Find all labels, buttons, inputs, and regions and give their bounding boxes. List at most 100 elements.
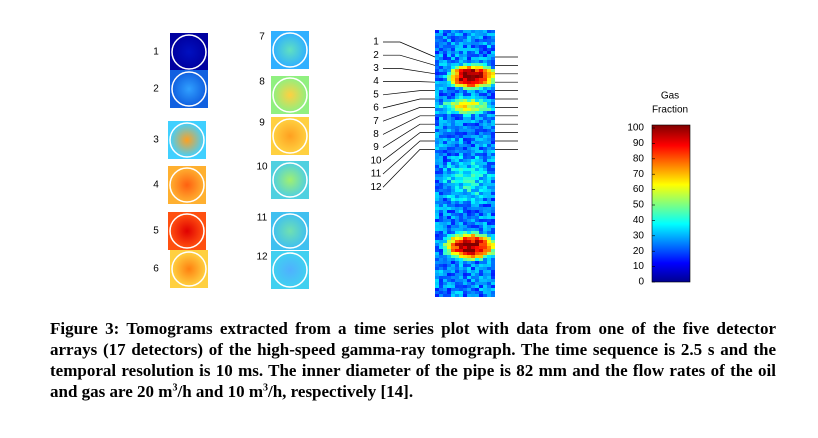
strip-cell (447, 258, 451, 261)
strip-cell (435, 273, 439, 276)
strip-cell (475, 258, 479, 261)
strip-cell (479, 75, 483, 78)
strip-cell (463, 279, 467, 282)
strip-cell (439, 99, 443, 102)
strip-cell (471, 261, 475, 264)
strip-cell (447, 78, 451, 81)
strip-cell (443, 66, 447, 69)
strip-cell (435, 51, 439, 54)
strip-cell (471, 246, 475, 249)
strip-cell (439, 165, 443, 168)
strip-cell (455, 147, 459, 150)
strip-cell (483, 99, 487, 102)
strip-cell (491, 282, 495, 285)
strip-cell (463, 207, 467, 210)
strip-cell (463, 180, 467, 183)
strip-cell (435, 189, 439, 192)
strip-cell (463, 36, 467, 39)
strip-cell (435, 96, 439, 99)
strip-cell (471, 195, 475, 198)
strip-cell (467, 141, 471, 144)
strip-cell (451, 228, 455, 231)
strip-cell (451, 258, 455, 261)
strip-cell (463, 45, 467, 48)
strip-cell (487, 162, 491, 165)
strip-cell (459, 195, 463, 198)
strip-cell (451, 36, 455, 39)
strip-cell (451, 198, 455, 201)
strip-cell (491, 228, 495, 231)
strip-cell (447, 30, 451, 33)
strip-cell (467, 165, 471, 168)
strip-cell (455, 180, 459, 183)
strip-cell (455, 72, 459, 75)
strip-cell (463, 126, 467, 129)
strip-cell (459, 276, 463, 279)
strip-cell (435, 39, 439, 42)
strip-cell (443, 99, 447, 102)
strip-cell (491, 153, 495, 156)
strip-cell (447, 249, 451, 252)
strip-cell (459, 294, 463, 297)
strip-cell (463, 198, 467, 201)
strip-cell (475, 144, 479, 147)
strip-cell (463, 42, 467, 45)
strip-cell (451, 288, 455, 291)
strip-cell (479, 135, 483, 138)
strip-cell (483, 147, 487, 150)
strip-cell (459, 210, 463, 213)
strip-cell (483, 186, 487, 189)
strip-cell (459, 219, 463, 222)
strip-cell (455, 219, 459, 222)
strip-cell (463, 153, 467, 156)
strip-cell (463, 117, 467, 120)
strip-cell (455, 276, 459, 279)
strip-cell (487, 276, 491, 279)
strip-cell (491, 147, 495, 150)
strip-cell (463, 192, 467, 195)
strip-cell (447, 159, 451, 162)
strip-cell (491, 222, 495, 225)
strip-cell (443, 183, 447, 186)
strip-cell (487, 168, 491, 171)
strip-cell (451, 192, 455, 195)
leader-line (382, 90, 435, 96)
strip-cell (463, 231, 467, 234)
strip-cell (447, 63, 451, 66)
strip-cell (459, 111, 463, 114)
strip-cell (483, 144, 487, 147)
strip-cell (459, 177, 463, 180)
strip-cell (479, 192, 483, 195)
strip-cell (435, 105, 439, 108)
strip-cell (487, 225, 491, 228)
strip-cell (435, 69, 439, 72)
strip-cell (435, 222, 439, 225)
strip-cell (447, 39, 451, 42)
strip-cell (487, 264, 491, 267)
strip-cell (455, 291, 459, 294)
strip-cell (491, 180, 495, 183)
strip-cell (443, 177, 447, 180)
strip-cell (479, 57, 483, 60)
strip-cell (479, 87, 483, 90)
strip-cell (443, 213, 447, 216)
strip-cell (471, 42, 475, 45)
strip-cell (475, 102, 479, 105)
strip-cell (479, 60, 483, 63)
strip-cell (491, 141, 495, 144)
strip-cell (435, 186, 439, 189)
strip-cell (443, 45, 447, 48)
strip-cell (475, 54, 479, 57)
strip-cell (463, 120, 467, 123)
strip-cell (435, 171, 439, 174)
strip-cell (455, 216, 459, 219)
strip-cell (479, 231, 483, 234)
strip-cell (451, 63, 455, 66)
strip-cell (451, 93, 455, 96)
strip-cell (487, 141, 491, 144)
strip-cell (483, 42, 487, 45)
strip-cell (451, 120, 455, 123)
time-label: 9 (373, 142, 379, 153)
strip-cell (455, 123, 459, 126)
strip-cell (475, 204, 479, 207)
